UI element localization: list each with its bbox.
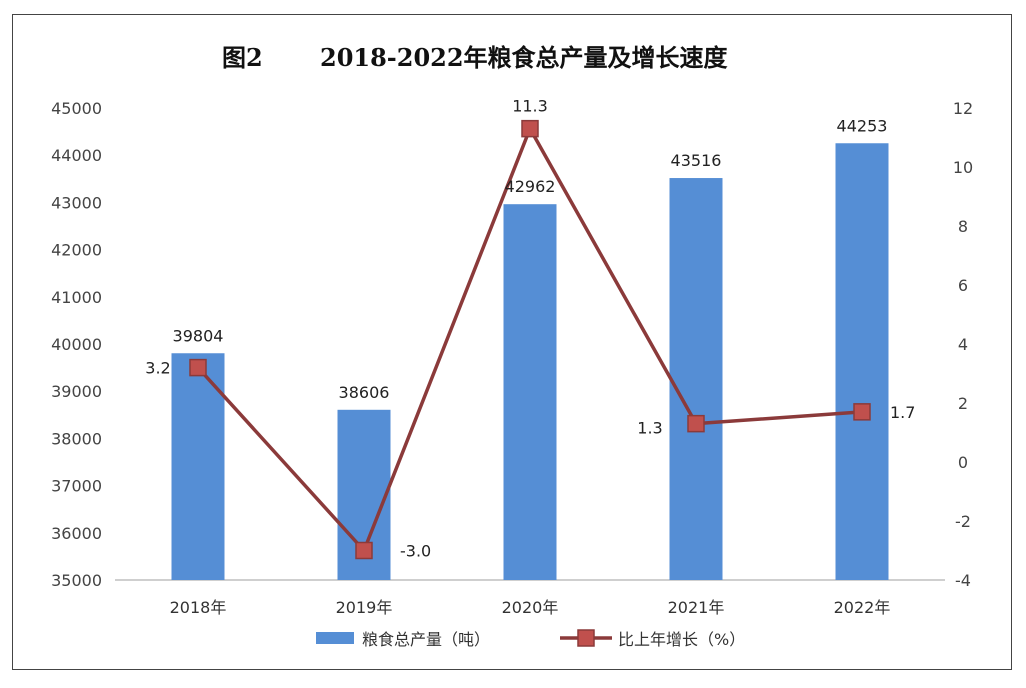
y-left-tick-label: 40000: [51, 335, 102, 354]
bar-data-label: 43516: [671, 151, 722, 170]
legend-line-marker: [577, 629, 595, 647]
growth-point-2020年: [521, 119, 539, 138]
line-data-label: 1.7: [890, 403, 915, 422]
bar-data-label: 38606: [339, 383, 390, 402]
y-right-tick-label: 8: [958, 217, 968, 236]
y-right-tick-label: 2: [958, 394, 968, 413]
y-left-tick-label: 38000: [51, 429, 102, 448]
line-data-label: 11.3: [512, 97, 548, 116]
bar-2021年: [669, 178, 723, 580]
growth-point-2018年: [189, 358, 207, 377]
line-data-label: 3.2: [145, 359, 170, 378]
chart-title: 2018-2022年粮食总产量及增长速度: [320, 43, 729, 72]
y-right-tick-label: 12: [953, 99, 973, 118]
x-tick-label: 2018年: [170, 598, 227, 617]
legend-line-label: 比上年增长（%）: [618, 630, 745, 649]
bar-data-label: 44253: [837, 116, 888, 135]
y-right-tick-label: 6: [958, 276, 968, 295]
line-data-label: -3.0: [400, 542, 431, 561]
growth-point-2022年: [853, 403, 871, 421]
x-tick-label: 2020年: [502, 598, 559, 617]
bar-2018年: [171, 353, 225, 580]
y-right-tick-label: 0: [958, 453, 968, 472]
y-left-tick-label: 44000: [51, 146, 102, 165]
y-left-tick-label: 43000: [51, 193, 102, 212]
x-tick-label: 2021年: [668, 598, 725, 617]
legend-bar-label: 粮食总产量（吨）: [362, 630, 490, 649]
legend-bar-swatch: [316, 632, 354, 644]
bar-2022年: [835, 143, 889, 580]
y-left-tick-label: 35000: [51, 571, 102, 590]
y-right-tick-label: -2: [955, 512, 971, 531]
y-right-tick-label: -4: [955, 571, 971, 590]
y-left-tick-label: 37000: [51, 477, 102, 496]
y-right-tick-label: 10: [953, 158, 973, 177]
bar-data-label: 39804: [173, 326, 224, 345]
y-left-tick-label: 45000: [51, 99, 102, 118]
y-right-tick-label: 4: [958, 335, 968, 354]
line-data-label: 1.3: [637, 419, 662, 438]
bar-2020年: [503, 204, 557, 580]
y-left-tick-label: 41000: [51, 288, 102, 307]
bar-data-label: 42962: [505, 177, 556, 196]
growth-point-2019年: [355, 541, 373, 560]
y-left-tick-label: 42000: [51, 241, 102, 260]
growth-point-2021年: [687, 414, 705, 433]
y-left-tick-label: 39000: [51, 382, 102, 401]
x-tick-label: 2022年: [834, 598, 891, 617]
x-tick-label: 2019年: [336, 598, 393, 617]
chart-title-prefix: 图2: [222, 43, 263, 72]
y-left-tick-label: 36000: [51, 524, 102, 543]
